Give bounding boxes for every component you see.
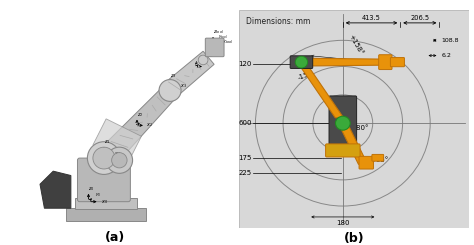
Text: 120: 120 <box>238 61 252 67</box>
Text: 225: 225 <box>239 170 252 176</box>
FancyBboxPatch shape <box>77 158 130 202</box>
Polygon shape <box>164 51 214 95</box>
Circle shape <box>112 153 127 168</box>
Text: 108.8: 108.8 <box>441 38 459 43</box>
Circle shape <box>87 142 120 174</box>
Text: $z_0$: $z_0$ <box>89 185 95 193</box>
FancyBboxPatch shape <box>372 154 383 161</box>
FancyBboxPatch shape <box>239 10 469 228</box>
Text: $z_1$: $z_1$ <box>104 138 110 146</box>
Text: 413.5: 413.5 <box>362 15 381 21</box>
Text: 180: 180 <box>336 220 349 226</box>
Text: +65°: +65° <box>370 158 389 163</box>
Text: (b): (b) <box>344 232 365 245</box>
Polygon shape <box>339 122 366 164</box>
FancyBboxPatch shape <box>75 198 137 209</box>
Circle shape <box>159 80 181 101</box>
Text: $z_{tool}$: $z_{tool}$ <box>213 28 224 36</box>
Polygon shape <box>40 171 71 208</box>
FancyBboxPatch shape <box>329 96 356 150</box>
Circle shape <box>213 44 219 50</box>
Polygon shape <box>100 86 177 158</box>
Text: -15°: -15° <box>297 70 313 81</box>
Text: 206.5: 206.5 <box>410 15 429 21</box>
Circle shape <box>295 56 308 68</box>
FancyBboxPatch shape <box>391 58 404 67</box>
Text: $x_2$: $x_2$ <box>146 122 153 129</box>
Text: +158°: +158° <box>347 34 364 57</box>
Text: $x_3$: $x_3$ <box>180 82 186 90</box>
Text: 600: 600 <box>238 120 252 126</box>
Text: 175: 175 <box>238 155 252 161</box>
Text: -180°: -180° <box>350 125 369 131</box>
Circle shape <box>207 49 215 56</box>
Text: $x_{tool}$: $x_{tool}$ <box>222 39 234 47</box>
Text: $x_0$: $x_0$ <box>100 198 108 206</box>
FancyBboxPatch shape <box>205 38 224 57</box>
Text: $z_2$: $z_2$ <box>137 111 143 119</box>
Polygon shape <box>297 62 344 118</box>
Circle shape <box>336 116 350 130</box>
Text: $y_0$: $y_0$ <box>95 191 101 198</box>
FancyBboxPatch shape <box>359 156 374 169</box>
Text: $y_{tool}$: $y_{tool}$ <box>218 33 228 41</box>
FancyBboxPatch shape <box>66 208 146 221</box>
Text: (a): (a) <box>105 231 125 244</box>
Text: $z_3$: $z_3$ <box>170 72 176 80</box>
Text: 6.2: 6.2 <box>441 53 451 58</box>
FancyBboxPatch shape <box>379 55 392 70</box>
FancyBboxPatch shape <box>326 144 360 157</box>
FancyBboxPatch shape <box>290 56 313 68</box>
Polygon shape <box>299 58 382 66</box>
Circle shape <box>93 147 115 169</box>
Circle shape <box>106 147 133 173</box>
Text: $x_1$: $x_1$ <box>114 150 121 158</box>
Text: Dimensions: mm: Dimensions: mm <box>246 17 310 26</box>
Polygon shape <box>93 119 141 162</box>
Circle shape <box>198 55 208 65</box>
